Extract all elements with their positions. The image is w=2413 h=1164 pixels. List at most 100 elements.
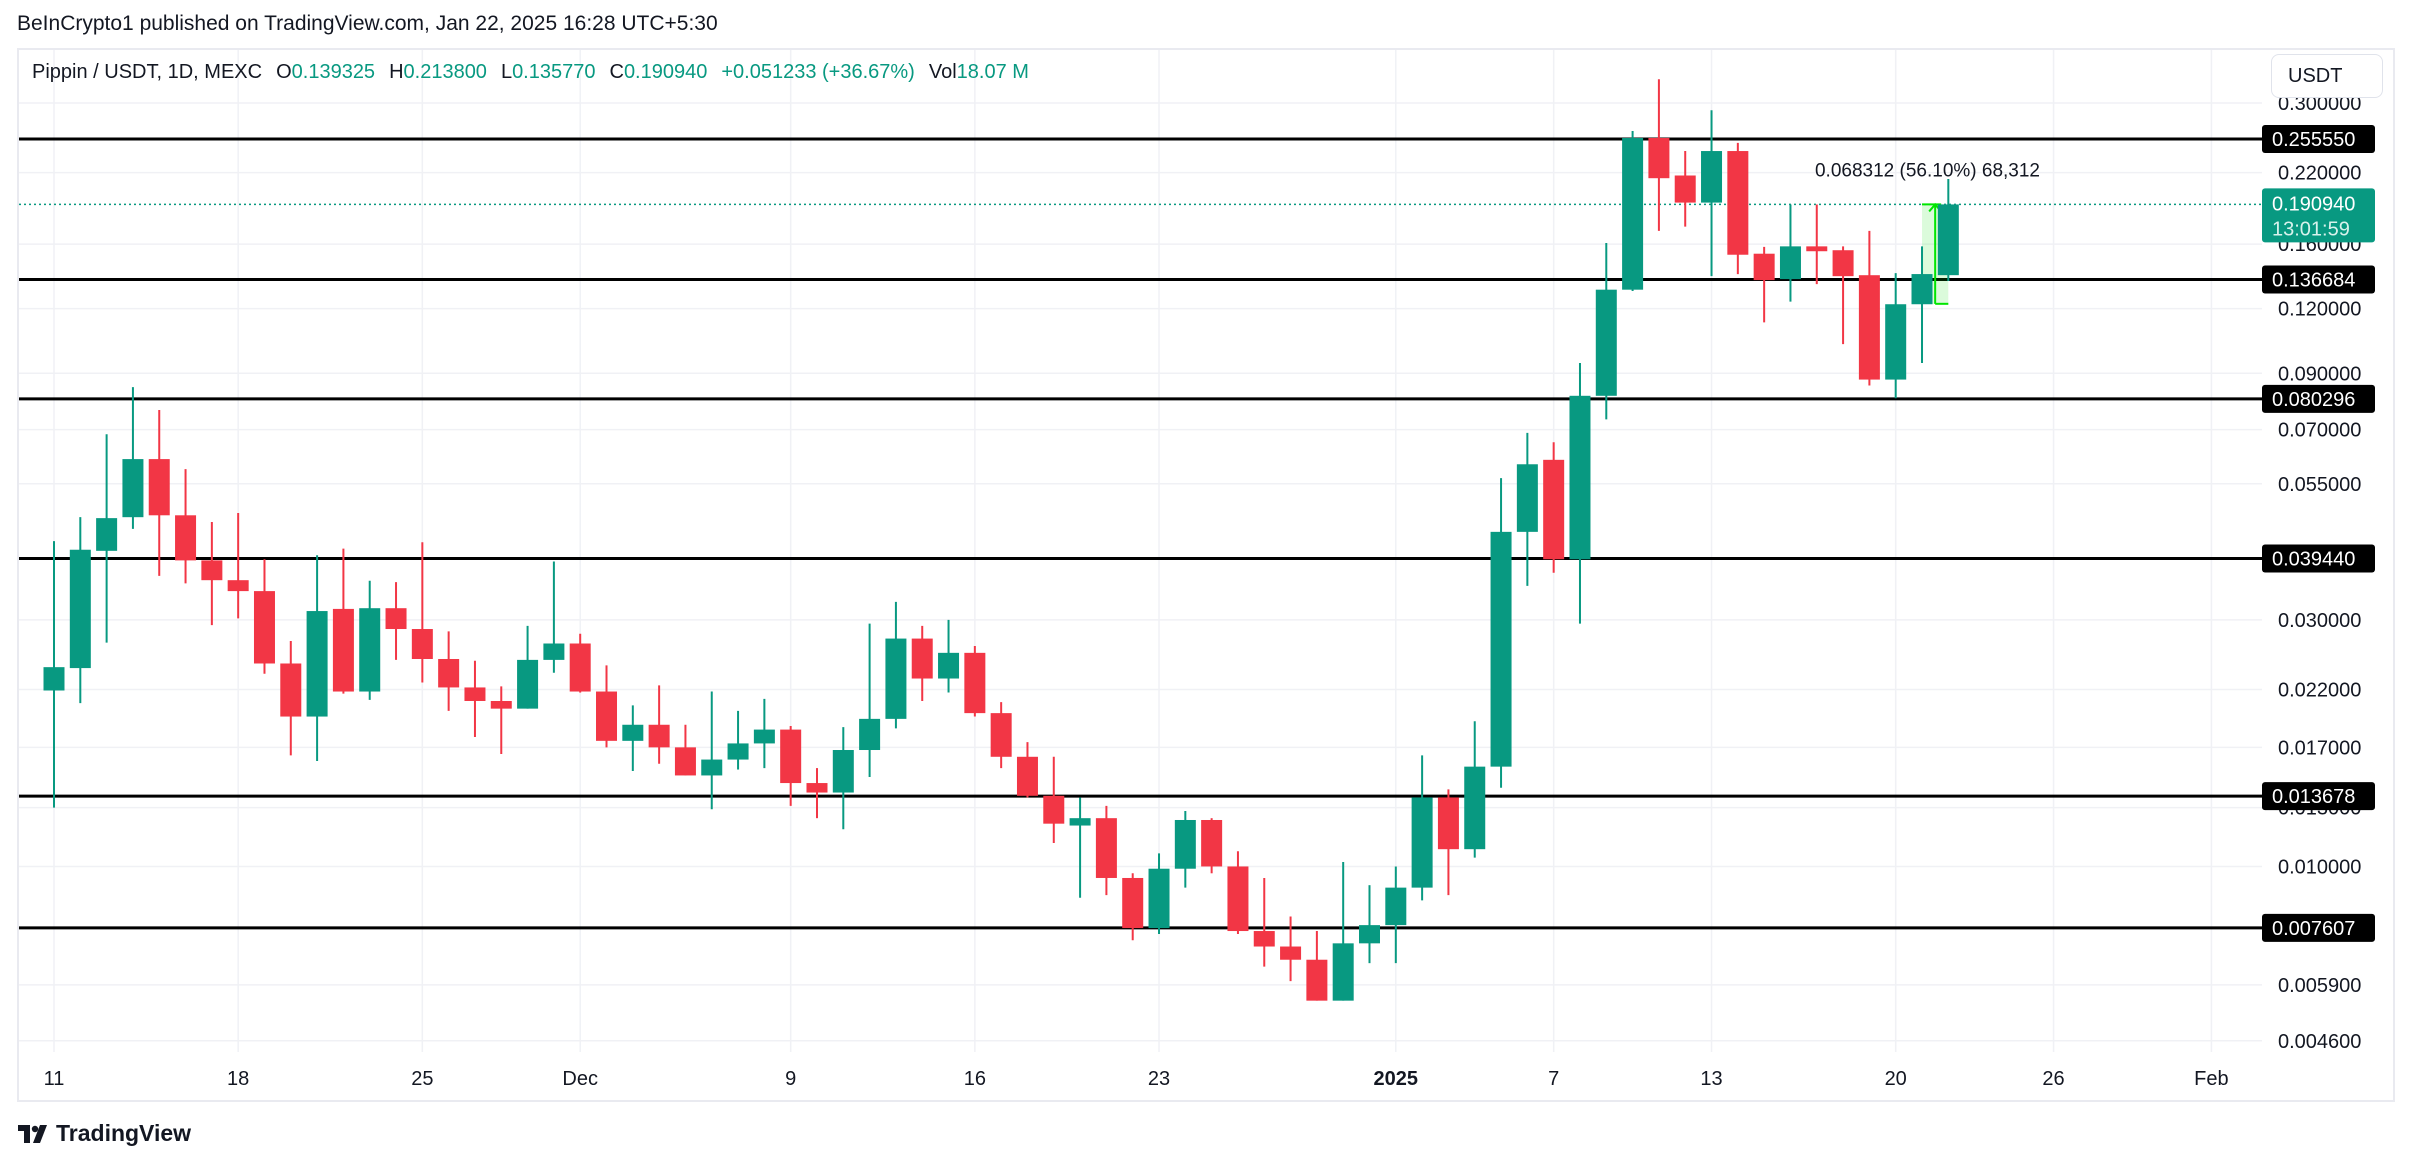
candle-body xyxy=(701,759,723,776)
candle-body xyxy=(1332,943,1354,1001)
candle xyxy=(1516,432,1538,586)
candle xyxy=(990,702,1012,769)
candle xyxy=(332,548,354,694)
level-price-label: 0.080296 xyxy=(2272,389,2355,411)
candle xyxy=(859,623,881,777)
close-label: C xyxy=(609,61,624,83)
measure-label: 0.068312 (56.10%) 68,312 xyxy=(1815,160,2040,181)
candle xyxy=(806,768,828,819)
candle-body xyxy=(96,518,118,551)
x-tick-label: 26 xyxy=(2042,1068,2064,1090)
candle-body xyxy=(1779,246,1801,280)
candle xyxy=(1122,873,1144,941)
candle xyxy=(938,619,960,693)
candle xyxy=(964,646,986,717)
low-value: 0.135770 xyxy=(512,61,596,83)
candle-body xyxy=(122,459,144,518)
candle xyxy=(1359,885,1380,964)
candle xyxy=(1043,756,1065,844)
candle xyxy=(280,641,302,756)
candle-body xyxy=(201,560,223,581)
candle-body xyxy=(859,718,881,751)
candle xyxy=(517,625,539,709)
candle-body xyxy=(911,638,933,679)
low-label: L xyxy=(500,61,513,83)
candle xyxy=(1832,246,1854,345)
level-price-badge xyxy=(2262,125,2375,153)
candle-body xyxy=(1043,795,1065,824)
candle xyxy=(1306,931,1328,1001)
level-price-label: 0.007607 xyxy=(2272,918,2355,940)
candle xyxy=(622,705,644,772)
candle-body xyxy=(1437,797,1459,850)
candle xyxy=(411,542,433,683)
candle-body xyxy=(1516,464,1538,532)
x-tick-label: 23 xyxy=(1148,1068,1170,1090)
currency-button[interactable]: USDT xyxy=(2271,54,2383,98)
level-price-badge xyxy=(2262,265,2375,294)
candle-body xyxy=(1832,250,1854,277)
y-tick-label: 0.030000 xyxy=(2278,610,2361,632)
candle xyxy=(1885,273,1907,399)
y-tick-label: 0.022000 xyxy=(2278,679,2361,701)
candle-body xyxy=(1701,151,1723,203)
candle-body xyxy=(1385,887,1407,926)
candle-body xyxy=(69,549,91,669)
candle xyxy=(359,580,381,700)
candle-body xyxy=(411,629,433,659)
bar-countdown-label: 13:01:59 xyxy=(2272,218,2350,240)
time-axis[interactable]: 11 18 25 Dec 9 16 23 2025 7 13 20 26 Feb xyxy=(44,1068,2229,1090)
candle xyxy=(227,512,249,619)
candle xyxy=(1543,442,1565,573)
candle xyxy=(885,601,907,729)
high-value: 0.213800 xyxy=(403,61,487,83)
chart-frame xyxy=(17,48,2395,1102)
candle-body xyxy=(1490,531,1512,767)
symbol-title[interactable]: Pippin / USDT, 1D, MEXC xyxy=(32,61,263,83)
candle-body xyxy=(1174,819,1196,869)
candle-body xyxy=(1595,289,1617,396)
candle-body xyxy=(1227,866,1249,932)
candle xyxy=(1701,110,1723,277)
candle xyxy=(1490,478,1512,788)
level-price-badge xyxy=(2262,384,2375,413)
symbol-legend: Pippin / USDT, 1D, MEXC O0.139325 H0.21380… xyxy=(32,61,1043,84)
candle xyxy=(911,625,933,701)
x-tick-label: Feb xyxy=(2194,1068,2228,1090)
publisher-line: BeInCrypto1 published on TradingView.com… xyxy=(17,12,718,35)
level-price-label: 0.039440 xyxy=(2272,548,2355,570)
x-tick-label: 25 xyxy=(411,1068,433,1090)
candle-body xyxy=(964,652,986,714)
candle-body xyxy=(1201,819,1223,867)
candle-body xyxy=(517,659,539,709)
y-tick-label: 0.004600 xyxy=(2278,1031,2361,1053)
candle xyxy=(1411,755,1433,901)
candle xyxy=(306,555,328,761)
candle xyxy=(1753,246,1775,323)
candle xyxy=(1069,797,1091,898)
x-tick-label: 9 xyxy=(785,1068,796,1090)
y-tick-label: 0.055000 xyxy=(2278,474,2361,496)
candle-body xyxy=(1569,395,1591,560)
candle-body xyxy=(543,643,565,660)
candle-body xyxy=(490,700,512,709)
candle xyxy=(1253,877,1275,967)
candle-body xyxy=(1674,175,1696,203)
candle-body xyxy=(1648,137,1670,179)
candle xyxy=(122,387,144,529)
x-tick-label: Dec xyxy=(562,1068,598,1090)
candle xyxy=(674,724,696,776)
candle-body xyxy=(1806,246,1828,252)
y-tick-label: 0.017000 xyxy=(2278,737,2361,759)
close-value: 0.190940 xyxy=(623,61,708,83)
candle xyxy=(96,434,118,643)
candle xyxy=(253,559,275,674)
candle-body xyxy=(806,783,828,793)
candle xyxy=(1332,862,1354,1001)
candle xyxy=(727,710,749,770)
footer-brand[interactable]: TradingView xyxy=(18,1120,191,1147)
candle xyxy=(1727,142,1749,275)
candle-body xyxy=(1359,925,1380,944)
candle-body xyxy=(727,743,749,760)
